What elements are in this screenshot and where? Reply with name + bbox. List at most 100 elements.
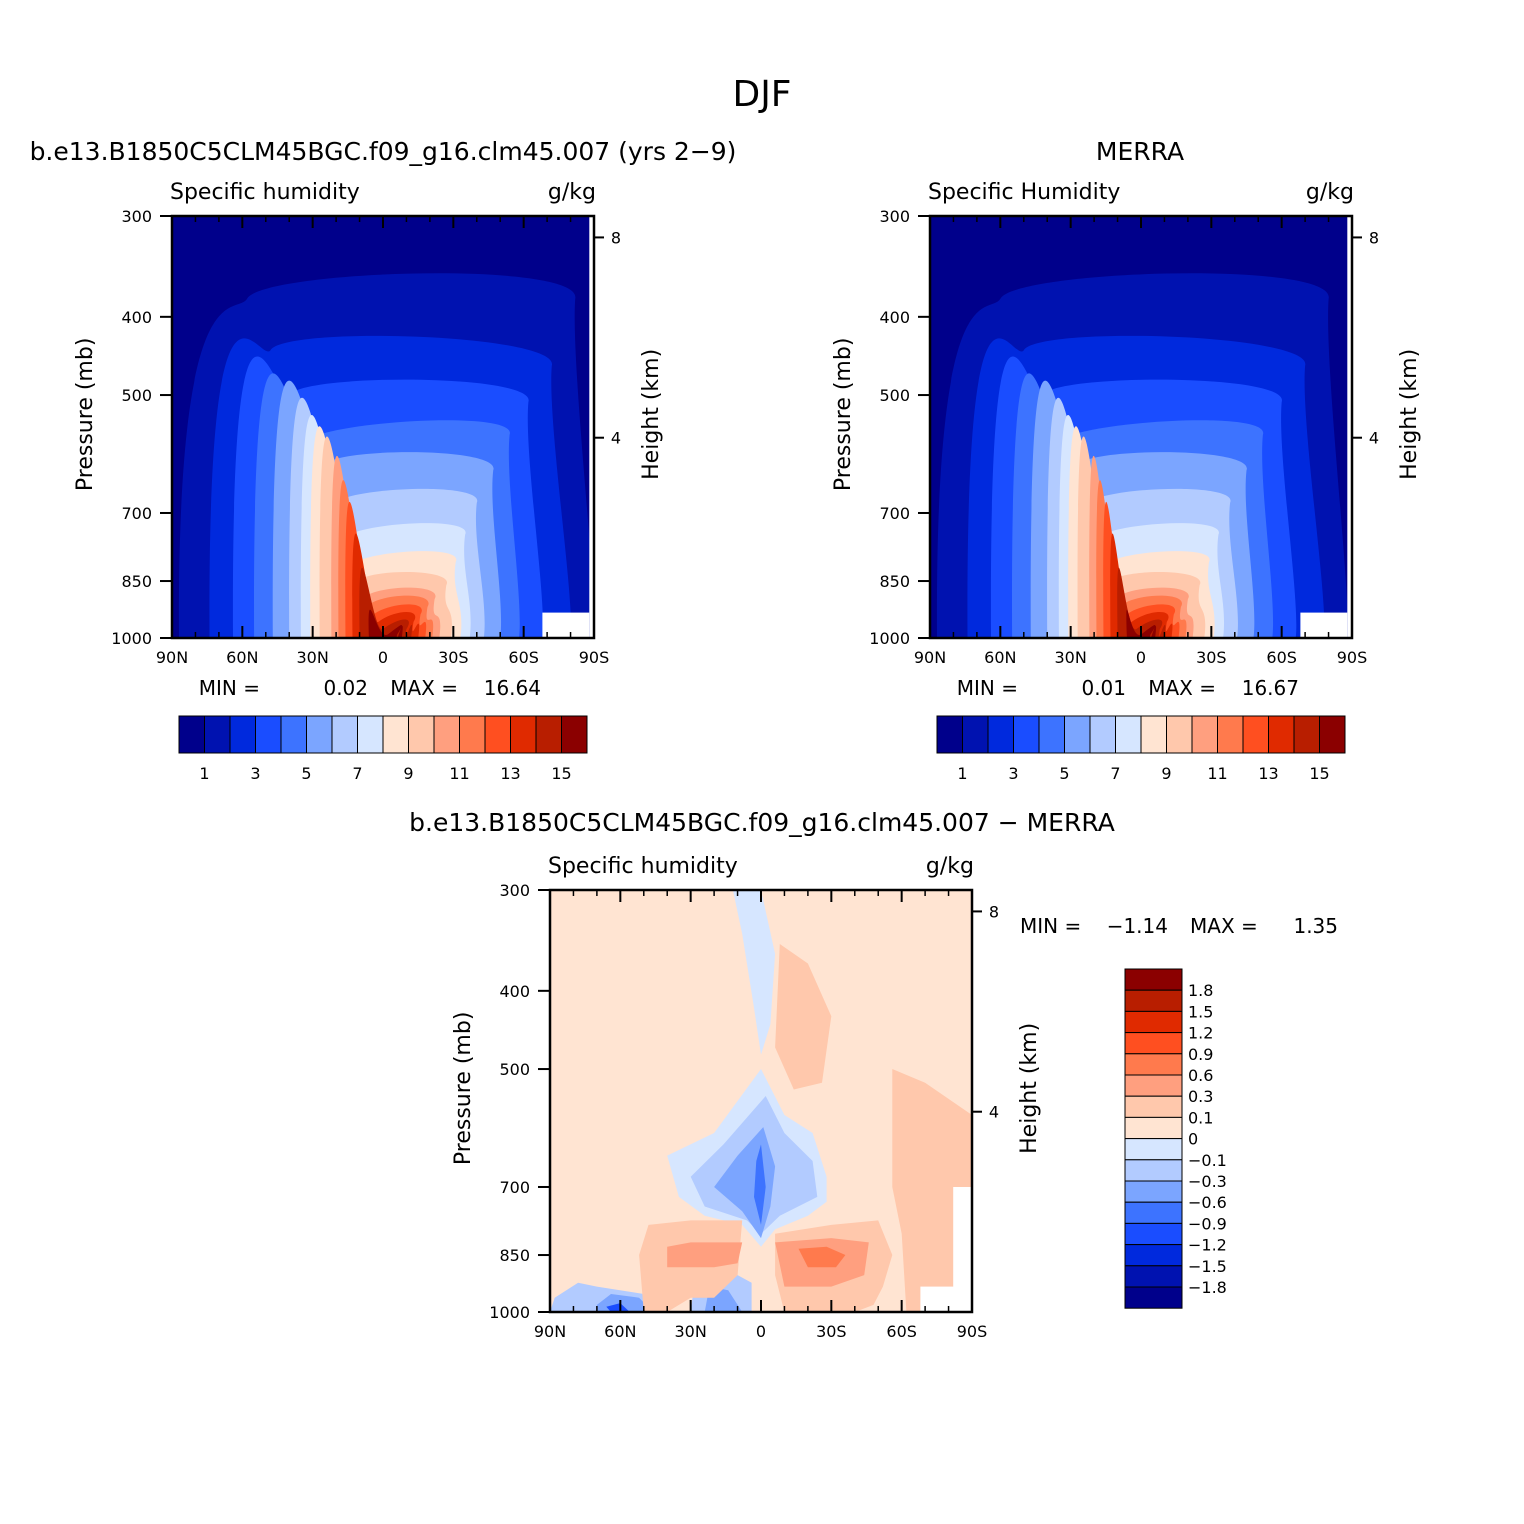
- colorbar-label: 1.2: [1188, 1024, 1213, 1043]
- colorbar-label: 1.8: [1188, 981, 1213, 1000]
- colorbar-cell: [1293, 715, 1320, 754]
- y-tick-label: 850: [499, 1246, 530, 1265]
- diff-panel: 90N 60N 30N 0 30S 60S 90S 300 400 500 700 850 1000 8 4…: [451, 854, 1338, 1341]
- colorbar-label: 5: [301, 764, 311, 783]
- colorbar-cell: [1013, 715, 1040, 754]
- missing-data: [920, 1286, 968, 1312]
- min-value: 0.01: [1081, 676, 1126, 700]
- colorbar-cell: [1089, 715, 1116, 754]
- colorbar-cell: [1124, 1116, 1183, 1140]
- colorbar-cell: [229, 715, 256, 754]
- colorbar-label: 0.6: [1188, 1066, 1213, 1085]
- diff-panel-title: b.e13.B1850C5CLM45BGC.f09_g16.clm45.007 …: [409, 808, 1115, 837]
- y-axis-label: Pressure (mb): [451, 1012, 476, 1166]
- right-axis-label: Height (km): [1017, 1023, 1042, 1154]
- colorbar-label: 11: [449, 764, 469, 783]
- y-tick-label: 400: [121, 308, 152, 327]
- max-label: MAX =: [390, 676, 458, 700]
- colorbar-label: 3: [250, 764, 260, 783]
- height-tick-label: 8: [1369, 228, 1379, 247]
- x-tick-label: 30S: [1196, 648, 1227, 667]
- y-tick-label: 1000: [111, 629, 152, 648]
- colorbar-cell: [987, 715, 1014, 754]
- colorbar-cell: [1124, 1053, 1183, 1076]
- x-tick-label: 30N: [1055, 648, 1087, 667]
- units-label: g/kg: [1306, 180, 1354, 205]
- min-value: −1.14: [1107, 914, 1168, 938]
- height-tick-label: 8: [611, 228, 621, 247]
- colorbar-label: −0.9: [1188, 1214, 1227, 1233]
- min-value: 0.02: [323, 676, 368, 700]
- positive-band: [667, 1242, 743, 1268]
- colorbar-cell: [1124, 1265, 1183, 1288]
- model-colorbar: 1 3 5 7 9 11 13 15: [178, 715, 588, 783]
- y-tick-label: 400: [879, 308, 910, 327]
- colorbar-cell: [1124, 1010, 1183, 1034]
- diff-colorbar: 1.8 1.5 1.2 0.9 0.6 0.3 0.1 0 −0.1 −0.3 −0.6 −0.9 −1…: [1124, 968, 1227, 1309]
- max-value: 1.35: [1293, 914, 1338, 938]
- x-tick-label: 90N: [914, 648, 946, 667]
- colorbar-cell: [433, 715, 460, 754]
- x-tick-label: 90S: [579, 648, 610, 667]
- y-tick-label: 850: [879, 572, 910, 591]
- colorbar-label: 3: [1008, 764, 1018, 783]
- y-axis-label: Pressure (mb): [831, 338, 856, 492]
- x-tick-label: 60N: [984, 648, 1016, 667]
- contour-band: [1096, 480, 1187, 638]
- colorbar-cell: [510, 715, 537, 754]
- y-tick-label: 1000: [869, 629, 910, 648]
- height-tick-label: 8: [989, 902, 999, 921]
- colorbar-cell: [1124, 1286, 1183, 1309]
- x-tick-label: 90S: [957, 1322, 988, 1341]
- colorbar-label: 15: [1309, 764, 1329, 783]
- colorbar-label: 9: [1161, 764, 1171, 783]
- min-label: MIN =: [1020, 914, 1081, 938]
- colorbar-label: 15: [551, 764, 571, 783]
- colorbar-cell: [204, 715, 231, 754]
- colorbar-label: 1: [957, 764, 967, 783]
- field-label: Specific humidity: [170, 180, 360, 205]
- colorbar-cell: [1217, 715, 1244, 754]
- field-label: Specific Humidity: [928, 180, 1120, 205]
- negative-band: [732, 890, 776, 1055]
- colorbar-cell: [1166, 715, 1193, 754]
- colorbar-label: −1.8: [1188, 1278, 1227, 1297]
- colorbar-label: 7: [1110, 764, 1120, 783]
- colorbar-cell: [1124, 1074, 1183, 1097]
- right-axis-label: Height (km): [639, 349, 664, 480]
- colorbar-cell: [535, 715, 562, 754]
- x-tick-label: 90S: [1337, 648, 1368, 667]
- colorbar-label: −1.5: [1188, 1257, 1227, 1276]
- y-tick-label: 300: [879, 207, 910, 226]
- colorbar-cell: [1242, 715, 1269, 754]
- colorbar-cell: [1124, 1222, 1183, 1246]
- positive-band: [892, 1069, 972, 1312]
- x-tick-label: 0: [1136, 648, 1146, 667]
- colorbar-cell: [357, 715, 384, 754]
- y-tick-label: 400: [499, 982, 530, 1001]
- right-axis-label: Height (km): [1397, 349, 1422, 480]
- colorbar-label: −0.3: [1188, 1172, 1227, 1191]
- x-tick-label: 0: [756, 1322, 766, 1341]
- y-tick-label: 300: [121, 207, 152, 226]
- colorbar-cell: [1124, 1244, 1183, 1267]
- colorbar-cell: [1124, 1095, 1183, 1118]
- colorbar-cell: [1319, 715, 1346, 754]
- obs-field: [930, 216, 1352, 638]
- colorbar-cell: [306, 715, 333, 754]
- model-field: [172, 216, 594, 638]
- y-tick-label: 300: [499, 881, 530, 900]
- model-panel: 90N 60N 30N 0 30S 60S 90S 300 400 500 700 850 1000 8 4…: [73, 180, 664, 783]
- x-tick-label: 60S: [508, 648, 539, 667]
- colorbar-label: 13: [500, 764, 520, 783]
- obs-colorbar: 1 3 5 7 9 11 13 15: [936, 715, 1346, 783]
- colorbar-cell: [484, 715, 511, 754]
- colorbar-cell: [962, 715, 989, 754]
- x-tick-label: 30N: [297, 648, 329, 667]
- x-tick-label: 30S: [438, 648, 469, 667]
- colorbar-label: 13: [1258, 764, 1278, 783]
- colorbar-label: 0.9: [1188, 1045, 1213, 1064]
- max-value: 16.67: [1242, 676, 1299, 700]
- obs-panel: 90N 60N 30N 0 30S 60S 90S 300 400 500 700 850 1000 8 4…: [831, 180, 1422, 783]
